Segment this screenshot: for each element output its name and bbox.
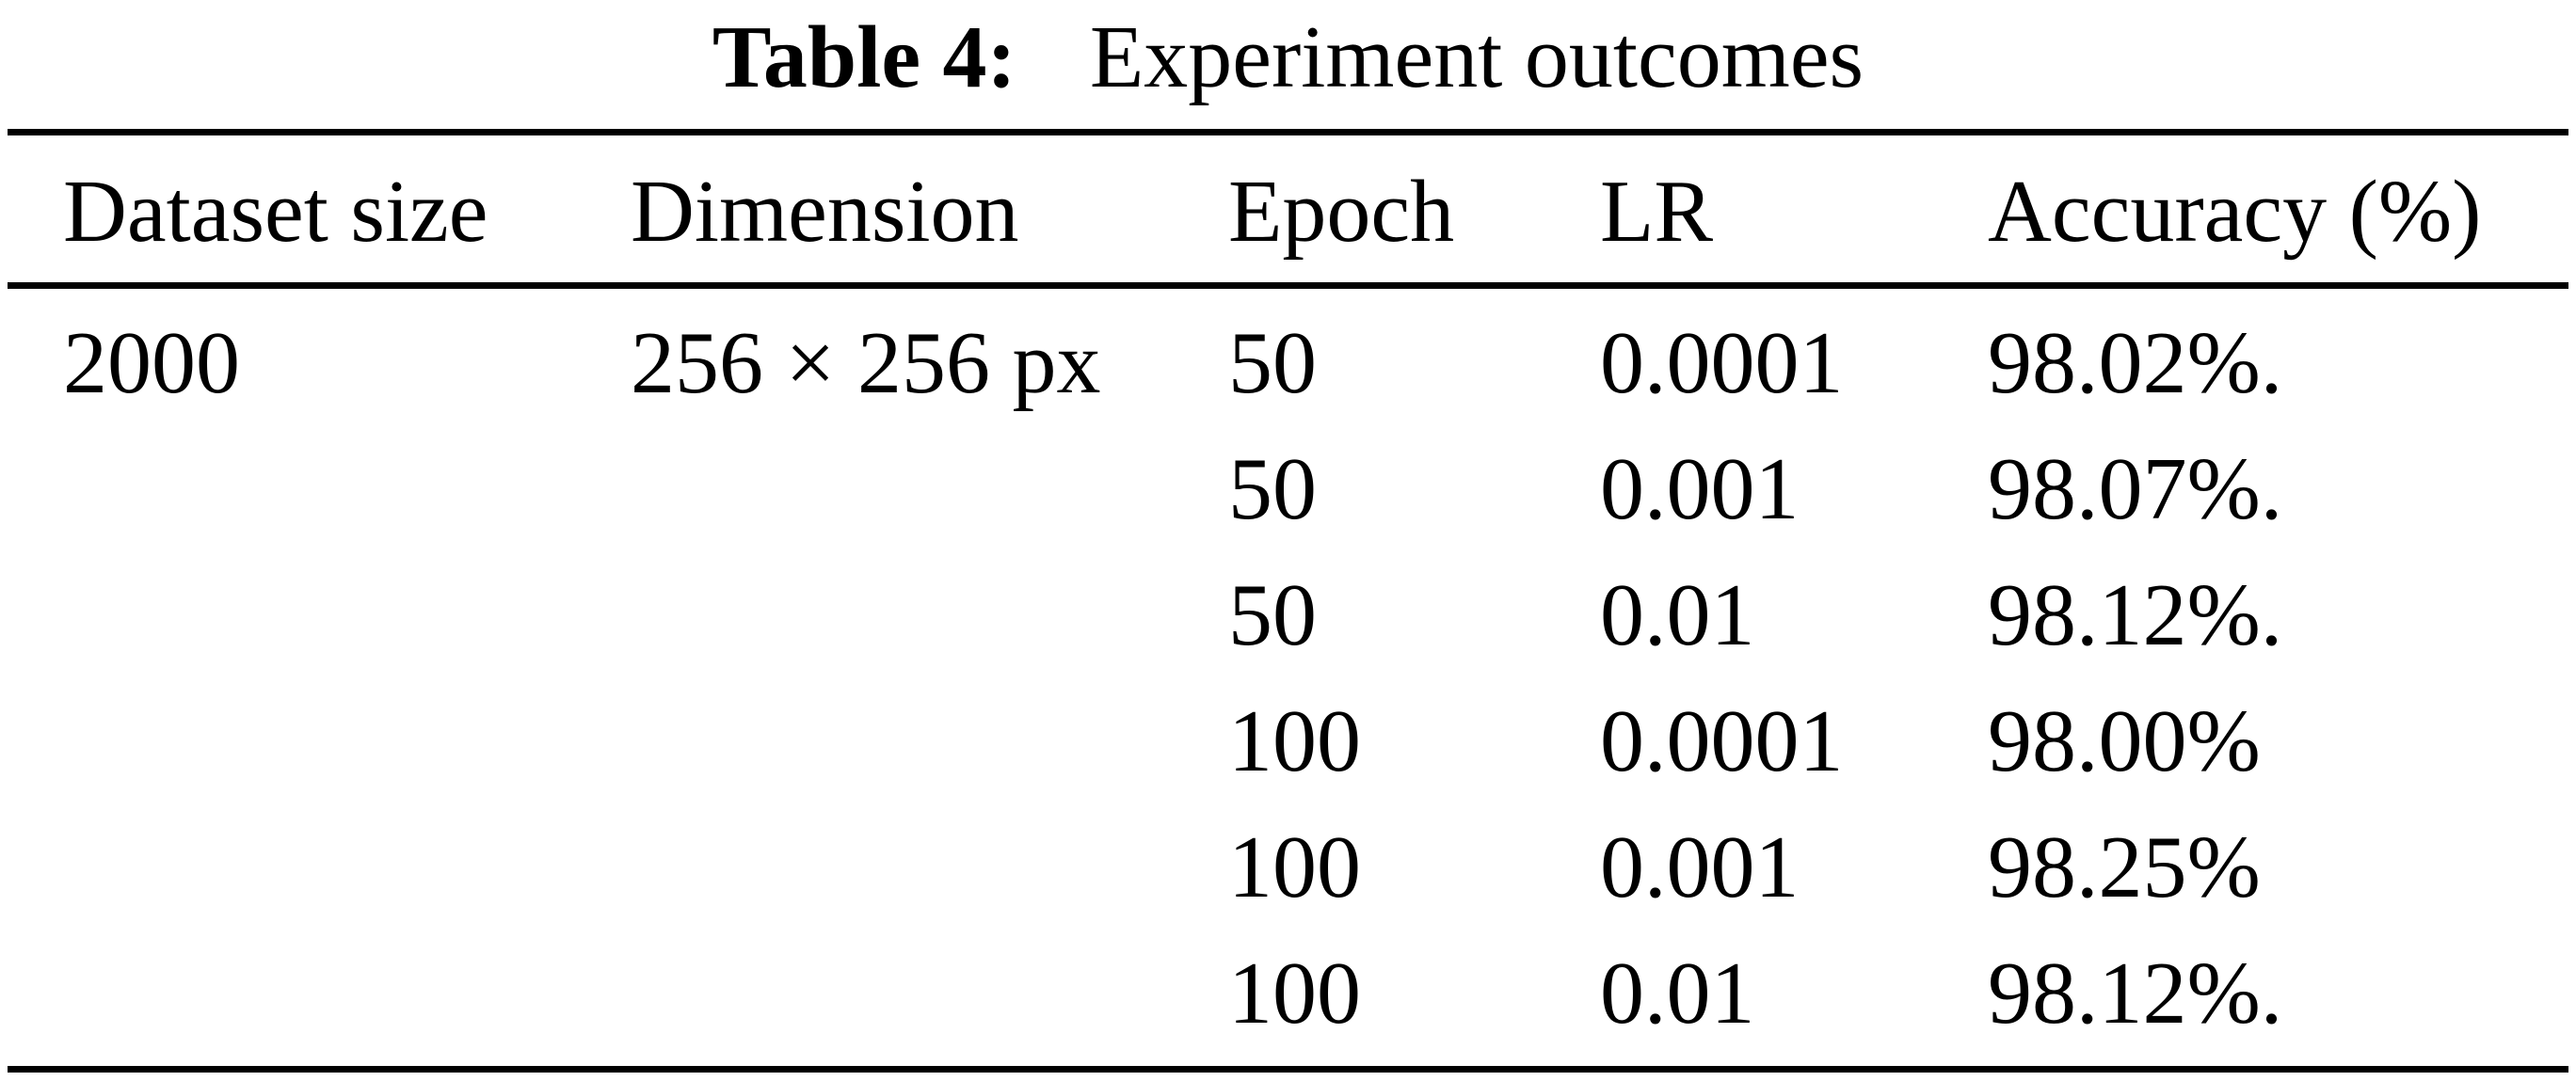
table-row: 50 0.001 98.07%. (0, 426, 2576, 552)
table-header-rule (8, 282, 2568, 289)
cell-accuracy: 98.12%. (1988, 566, 2283, 664)
cell-accuracy: 98.00% (1988, 692, 2261, 790)
table-caption-title: Experiment outcomes (1089, 8, 1864, 106)
table-row: 50 0.01 98.12%. (0, 552, 2576, 678)
cell-epoch: 100 (1228, 945, 1361, 1042)
header-cell-dimension: Dimension (631, 163, 1019, 261)
cell-lr: 0.01 (1600, 566, 1755, 664)
cell-dimension: 256 × 256 px (631, 314, 1101, 412)
table-row: 100 0.0001 98.00% (0, 678, 2576, 804)
cell-accuracy: 98.12%. (1988, 945, 2283, 1042)
header-cell-lr: LR (1600, 163, 1714, 261)
table-caption: Table 4: Experiment outcomes (0, 0, 2576, 115)
table-row: 2000 256 × 256 px 50 0.0001 98.02%. (0, 300, 2576, 426)
table-bottom-rule (8, 1066, 2568, 1073)
cell-lr: 0.001 (1600, 440, 1800, 538)
cell-epoch: 100 (1228, 819, 1361, 916)
cell-accuracy: 98.25% (1988, 819, 2261, 916)
cell-accuracy: 98.02%. (1988, 314, 2283, 412)
cell-epoch: 50 (1228, 314, 1317, 412)
cell-epoch: 100 (1228, 692, 1361, 790)
cell-lr: 0.001 (1600, 819, 1800, 916)
header-cell-dataset-size: Dataset size (63, 163, 488, 261)
table-top-rule (8, 129, 2568, 135)
table-body: 2000 256 × 256 px 50 0.0001 98.02%. 50 0… (0, 289, 2576, 1057)
cell-accuracy: 98.07%. (1988, 440, 2283, 538)
cell-epoch: 50 (1228, 440, 1317, 538)
table-caption-label: Table 4: (712, 8, 1016, 106)
cell-lr: 0.01 (1600, 945, 1755, 1042)
table-row: 100 0.001 98.25% (0, 804, 2576, 930)
cell-lr: 0.0001 (1600, 314, 1844, 412)
cell-lr: 0.0001 (1600, 692, 1844, 790)
table-header-row: Dataset size Dimension Epoch LR Accuracy… (0, 135, 2576, 282)
cell-dataset-size: 2000 (63, 314, 240, 412)
header-cell-epoch: Epoch (1228, 163, 1455, 261)
header-cell-accuracy: Accuracy (%) (1988, 163, 2482, 261)
table-row: 100 0.01 98.12%. (0, 930, 2576, 1057)
cell-epoch: 50 (1228, 566, 1317, 664)
